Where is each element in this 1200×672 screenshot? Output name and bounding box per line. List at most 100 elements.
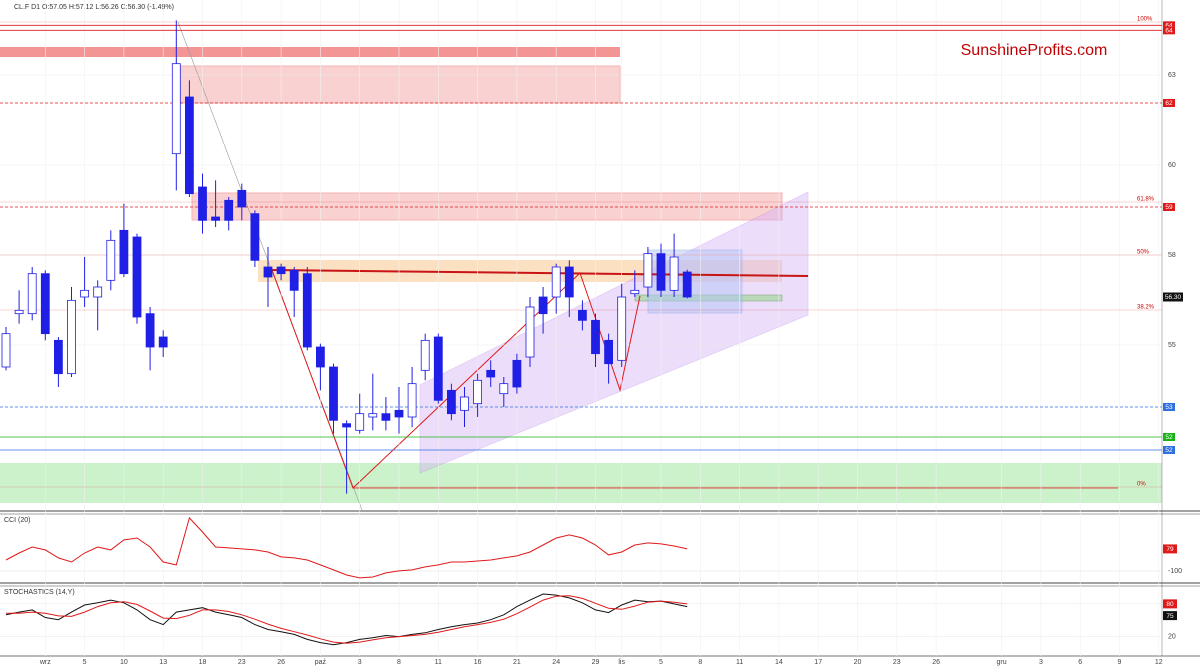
x-tick-label: 29 <box>592 659 600 666</box>
candle-body <box>1 333 11 368</box>
value-box <box>1163 544 1177 554</box>
fib-label: 0% <box>1137 482 1146 488</box>
x-tick-label: 11 <box>435 659 442 666</box>
level-box <box>1163 203 1175 211</box>
x-tick-label: 8 <box>698 659 702 666</box>
candle-body <box>656 253 666 291</box>
indicator-line <box>6 595 688 644</box>
resistance-zone <box>0 47 620 57</box>
x-tick-label: 12 <box>1155 659 1163 666</box>
value-box <box>1163 599 1177 609</box>
candle-body <box>171 63 181 155</box>
candle-body <box>342 423 352 428</box>
candle-body <box>394 409 404 418</box>
level-box <box>1163 26 1175 35</box>
candle-body <box>525 306 535 358</box>
candle-body <box>538 296 548 315</box>
candle-body <box>617 296 627 361</box>
x-tick-label: 8 <box>397 659 401 666</box>
candle-body <box>682 271 692 298</box>
x-tick-label: 11 <box>736 659 743 666</box>
x-tick-label: 5 <box>659 659 663 666</box>
candles <box>1 20 692 494</box>
candle-body <box>211 216 221 221</box>
candle-body <box>486 369 496 378</box>
x-tick-label: gru <box>997 659 1007 666</box>
level-box <box>1163 21 1175 30</box>
y-tick-label: 63 <box>1168 72 1176 79</box>
resistance-zone <box>191 192 783 221</box>
x-tick-label: 21 <box>513 659 521 666</box>
candle-body <box>473 379 483 405</box>
level-box <box>1163 403 1175 411</box>
indicator-line <box>5 516 688 579</box>
candle-body <box>512 359 522 388</box>
level-box <box>1163 99 1175 107</box>
candle-body <box>93 286 103 298</box>
candle-body <box>499 383 509 395</box>
current-price-label: 56.30 <box>1165 294 1182 301</box>
level-label: 64 <box>1165 28 1173 35</box>
x-tick-label: 16 <box>474 659 482 666</box>
candle-body <box>198 186 207 221</box>
candle-body <box>263 266 273 278</box>
y-tick-label: 60 <box>1168 162 1176 169</box>
y-tick-label: 55 <box>1168 342 1176 349</box>
panel-title: STOCHASTICS (14,Y) <box>4 589 75 596</box>
candle-body <box>106 239 116 281</box>
x-tick-label: 26 <box>277 659 285 666</box>
neckline <box>271 269 809 277</box>
x-tick-label: 14 <box>775 659 783 666</box>
candle-body <box>630 289 640 295</box>
panel-title: CCI (20) <box>4 517 30 524</box>
level-label: 62 <box>1165 100 1173 107</box>
candle-body <box>132 236 142 318</box>
value-box-label: 75 <box>1166 613 1174 620</box>
value-box <box>1163 611 1177 621</box>
candle-body <box>368 413 378 418</box>
candle-body <box>289 269 299 291</box>
candle-body <box>14 309 24 315</box>
value-box-label: 79 <box>1166 546 1174 553</box>
candle-body <box>224 199 234 221</box>
candle-body <box>433 336 443 401</box>
x-tick-label: 5 <box>83 659 87 666</box>
candle-body <box>669 256 679 291</box>
candle-body <box>446 389 456 415</box>
x-tick-label: 6 <box>1078 659 1082 666</box>
x-tick-label: 20 <box>854 659 862 666</box>
y-tick-label: 58 <box>1168 252 1176 259</box>
candle-body <box>276 266 286 275</box>
level-box <box>1163 446 1175 454</box>
support-zone <box>0 463 1162 503</box>
candle-body <box>643 253 653 288</box>
candle-body <box>604 339 613 365</box>
candle-body <box>407 383 417 418</box>
candle-body <box>27 273 37 315</box>
x-tick-label: wrz <box>39 659 51 666</box>
candle-body <box>250 213 260 261</box>
candle-body <box>564 266 574 298</box>
candle-body <box>237 189 247 208</box>
y-tick-label: -100 <box>1168 568 1182 575</box>
candle-body <box>302 273 312 348</box>
x-tick-label: 10 <box>120 659 128 666</box>
level-label: 52 <box>1165 447 1173 454</box>
x-tick-label: 3 <box>358 659 362 666</box>
candle-body <box>591 319 600 355</box>
level-label: 53 <box>1165 404 1173 411</box>
x-tick-label: 24 <box>552 659 560 666</box>
candle-body <box>381 413 391 421</box>
candle-body <box>578 309 587 321</box>
x-tick-label: 23 <box>238 659 246 666</box>
candle-body <box>119 229 129 275</box>
candle-body <box>315 346 325 368</box>
fib-label: 50% <box>1137 250 1150 256</box>
x-tick-label: 9 <box>1118 659 1122 666</box>
y-tick-label: 20 <box>1168 633 1176 640</box>
candle-body <box>80 289 89 298</box>
chart-title: CL.F D1 O:57.05 H:57.12 L:56.26 C:56.30 … <box>14 4 174 11</box>
